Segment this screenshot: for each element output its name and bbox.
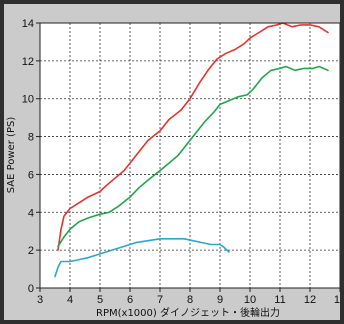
x-tick-labels: 3 4 5 6 7 8 9 10 11 12 13 [37,288,340,306]
x-tick-label: 13 [334,294,340,306]
x-tick-label: 11 [274,294,285,306]
y-tick-label: 4 [28,207,34,219]
y-tick-label: 12 [22,56,34,68]
y-tick-label: 6 [28,169,34,181]
series-line-2 [57,65,329,248]
x-tick-label: 4 [67,294,73,306]
series-group [54,22,329,278]
x-tick-label: 5 [97,294,103,306]
y-tick-label: 8 [28,132,34,144]
y-tick-label: 2 [28,245,34,257]
y-tick-label: 10 [22,94,34,106]
x-tick-label: 8 [187,294,193,306]
x-tick-label: 9 [217,294,223,306]
series-line-3 [54,238,230,278]
y-tick-label: 14 [22,18,34,30]
x-tick-label: 7 [157,294,163,306]
x-axis-label: RPM(x1000) ダイノジェット・後輪出力 [96,306,280,319]
y-axis-label: SAE Power (PS) [6,117,17,194]
y-tick-labels: 0 2 4 6 8 10 12 14 [22,18,40,295]
x-tick-label: 10 [244,294,256,306]
x-tick-label: 3 [37,294,43,306]
y-tick-label: 0 [28,283,34,295]
series-line-1 [57,22,329,251]
x-tick-label: 6 [127,294,133,306]
power-chart: 3 4 5 6 7 8 9 10 11 12 13 0 2 4 6 8 10 12 14 RPM(x1000) ダ… [6,18,340,319]
chart-panel: 3 4 5 6 7 8 9 10 11 12 13 0 2 4 6 8 10 12 14 RPM(x1000) ダ… [4,4,340,320]
x-tick-label: 12 [304,294,316,306]
